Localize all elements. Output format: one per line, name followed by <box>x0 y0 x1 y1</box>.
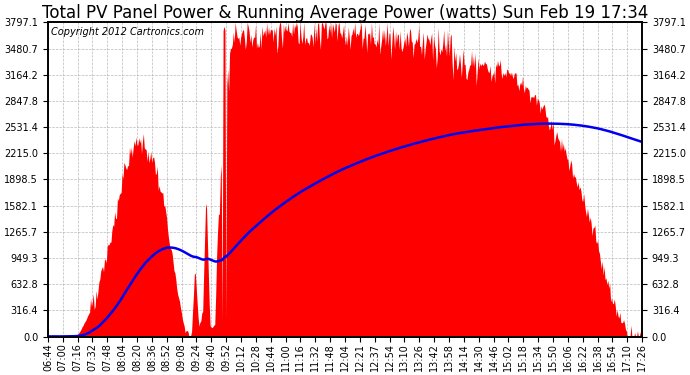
Text: Copyright 2012 Cartronics.com: Copyright 2012 Cartronics.com <box>51 27 204 37</box>
Title: Total PV Panel Power & Running Average Power (watts) Sun Feb 19 17:34: Total PV Panel Power & Running Average P… <box>42 4 648 22</box>
